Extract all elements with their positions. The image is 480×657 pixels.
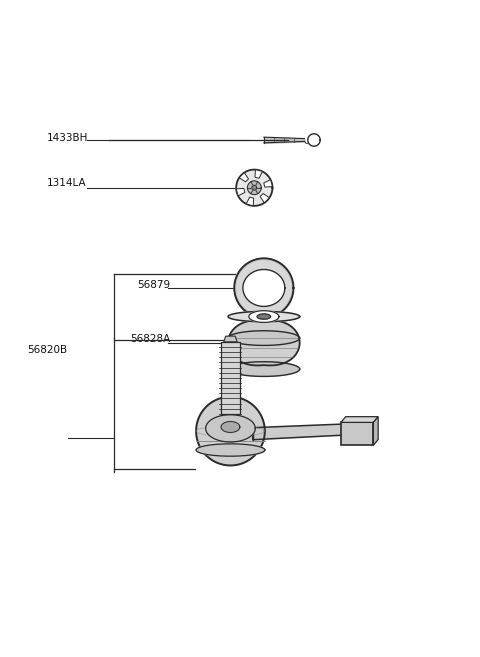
Polygon shape [205,415,255,442]
Text: 56879: 56879 [137,280,170,290]
Polygon shape [228,320,300,365]
Polygon shape [252,185,257,190]
Polygon shape [341,417,378,422]
Polygon shape [341,422,373,445]
Polygon shape [247,181,261,194]
Polygon shape [308,134,320,147]
Text: 1314LA: 1314LA [47,178,86,188]
Polygon shape [228,330,300,346]
Polygon shape [196,397,265,465]
Polygon shape [243,269,285,306]
Text: 56820B: 56820B [28,345,68,355]
Text: 1433BH: 1433BH [47,133,88,143]
Polygon shape [236,189,245,196]
Polygon shape [228,362,300,376]
Polygon shape [255,170,263,178]
Polygon shape [264,179,273,187]
Text: 56828A: 56828A [130,334,170,344]
Polygon shape [239,173,249,182]
Polygon shape [228,311,300,322]
Polygon shape [221,422,240,432]
Polygon shape [257,314,271,319]
Polygon shape [224,336,237,342]
Polygon shape [260,194,269,203]
Polygon shape [246,197,253,206]
Polygon shape [236,170,273,206]
Polygon shape [253,424,348,440]
Polygon shape [221,342,240,414]
Polygon shape [234,258,293,317]
Polygon shape [373,417,378,445]
Polygon shape [249,311,279,323]
Polygon shape [196,444,265,456]
